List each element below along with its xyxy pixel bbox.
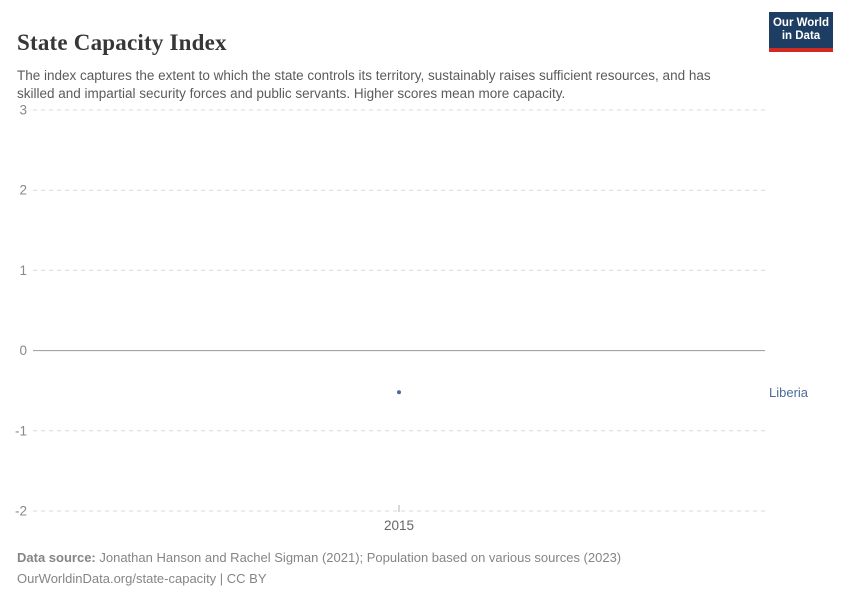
y-tick-label-2: 2 [19, 183, 27, 198]
owid-logo-line1: Our World [772, 17, 829, 29]
data-source-text: Jonathan Hanson and Rachel Sigman (2021)… [95, 550, 622, 565]
data-source-line: Data source: Jonathan Hanson and Rachel … [17, 547, 621, 568]
y-tick-label--1: -1 [15, 423, 27, 438]
chart-subtitle: The index captures the extent to which t… [17, 67, 711, 101]
data-source-label: Data source: [17, 550, 96, 565]
chart-plot-area: 3 2 1 0 -1 -2 2015 Liberia [0, 100, 850, 545]
license-line: OurWorldinData.org/state-capacity | CC B… [17, 571, 267, 586]
chart-svg: 3 2 1 0 -1 -2 2015 Liberia [15, 103, 809, 534]
chart-title: State Capacity Index [17, 30, 227, 56]
y-tick-label-3: 3 [19, 103, 27, 118]
y-tick-label--2: -2 [15, 504, 27, 519]
x-tick-label-2015: 2015 [384, 518, 414, 533]
data-point-liberia[interactable] [397, 390, 401, 395]
owid-logo: Our World in Data [769, 12, 833, 52]
owid-logo-line2: in Data [781, 30, 821, 42]
entity-label-liberia[interactable]: Liberia [769, 385, 809, 400]
y-tick-label-1: 1 [19, 263, 27, 278]
chart-footer: Data source: Jonathan Hanson and Rachel … [17, 547, 621, 589]
y-tick-label-0: 0 [19, 343, 27, 358]
